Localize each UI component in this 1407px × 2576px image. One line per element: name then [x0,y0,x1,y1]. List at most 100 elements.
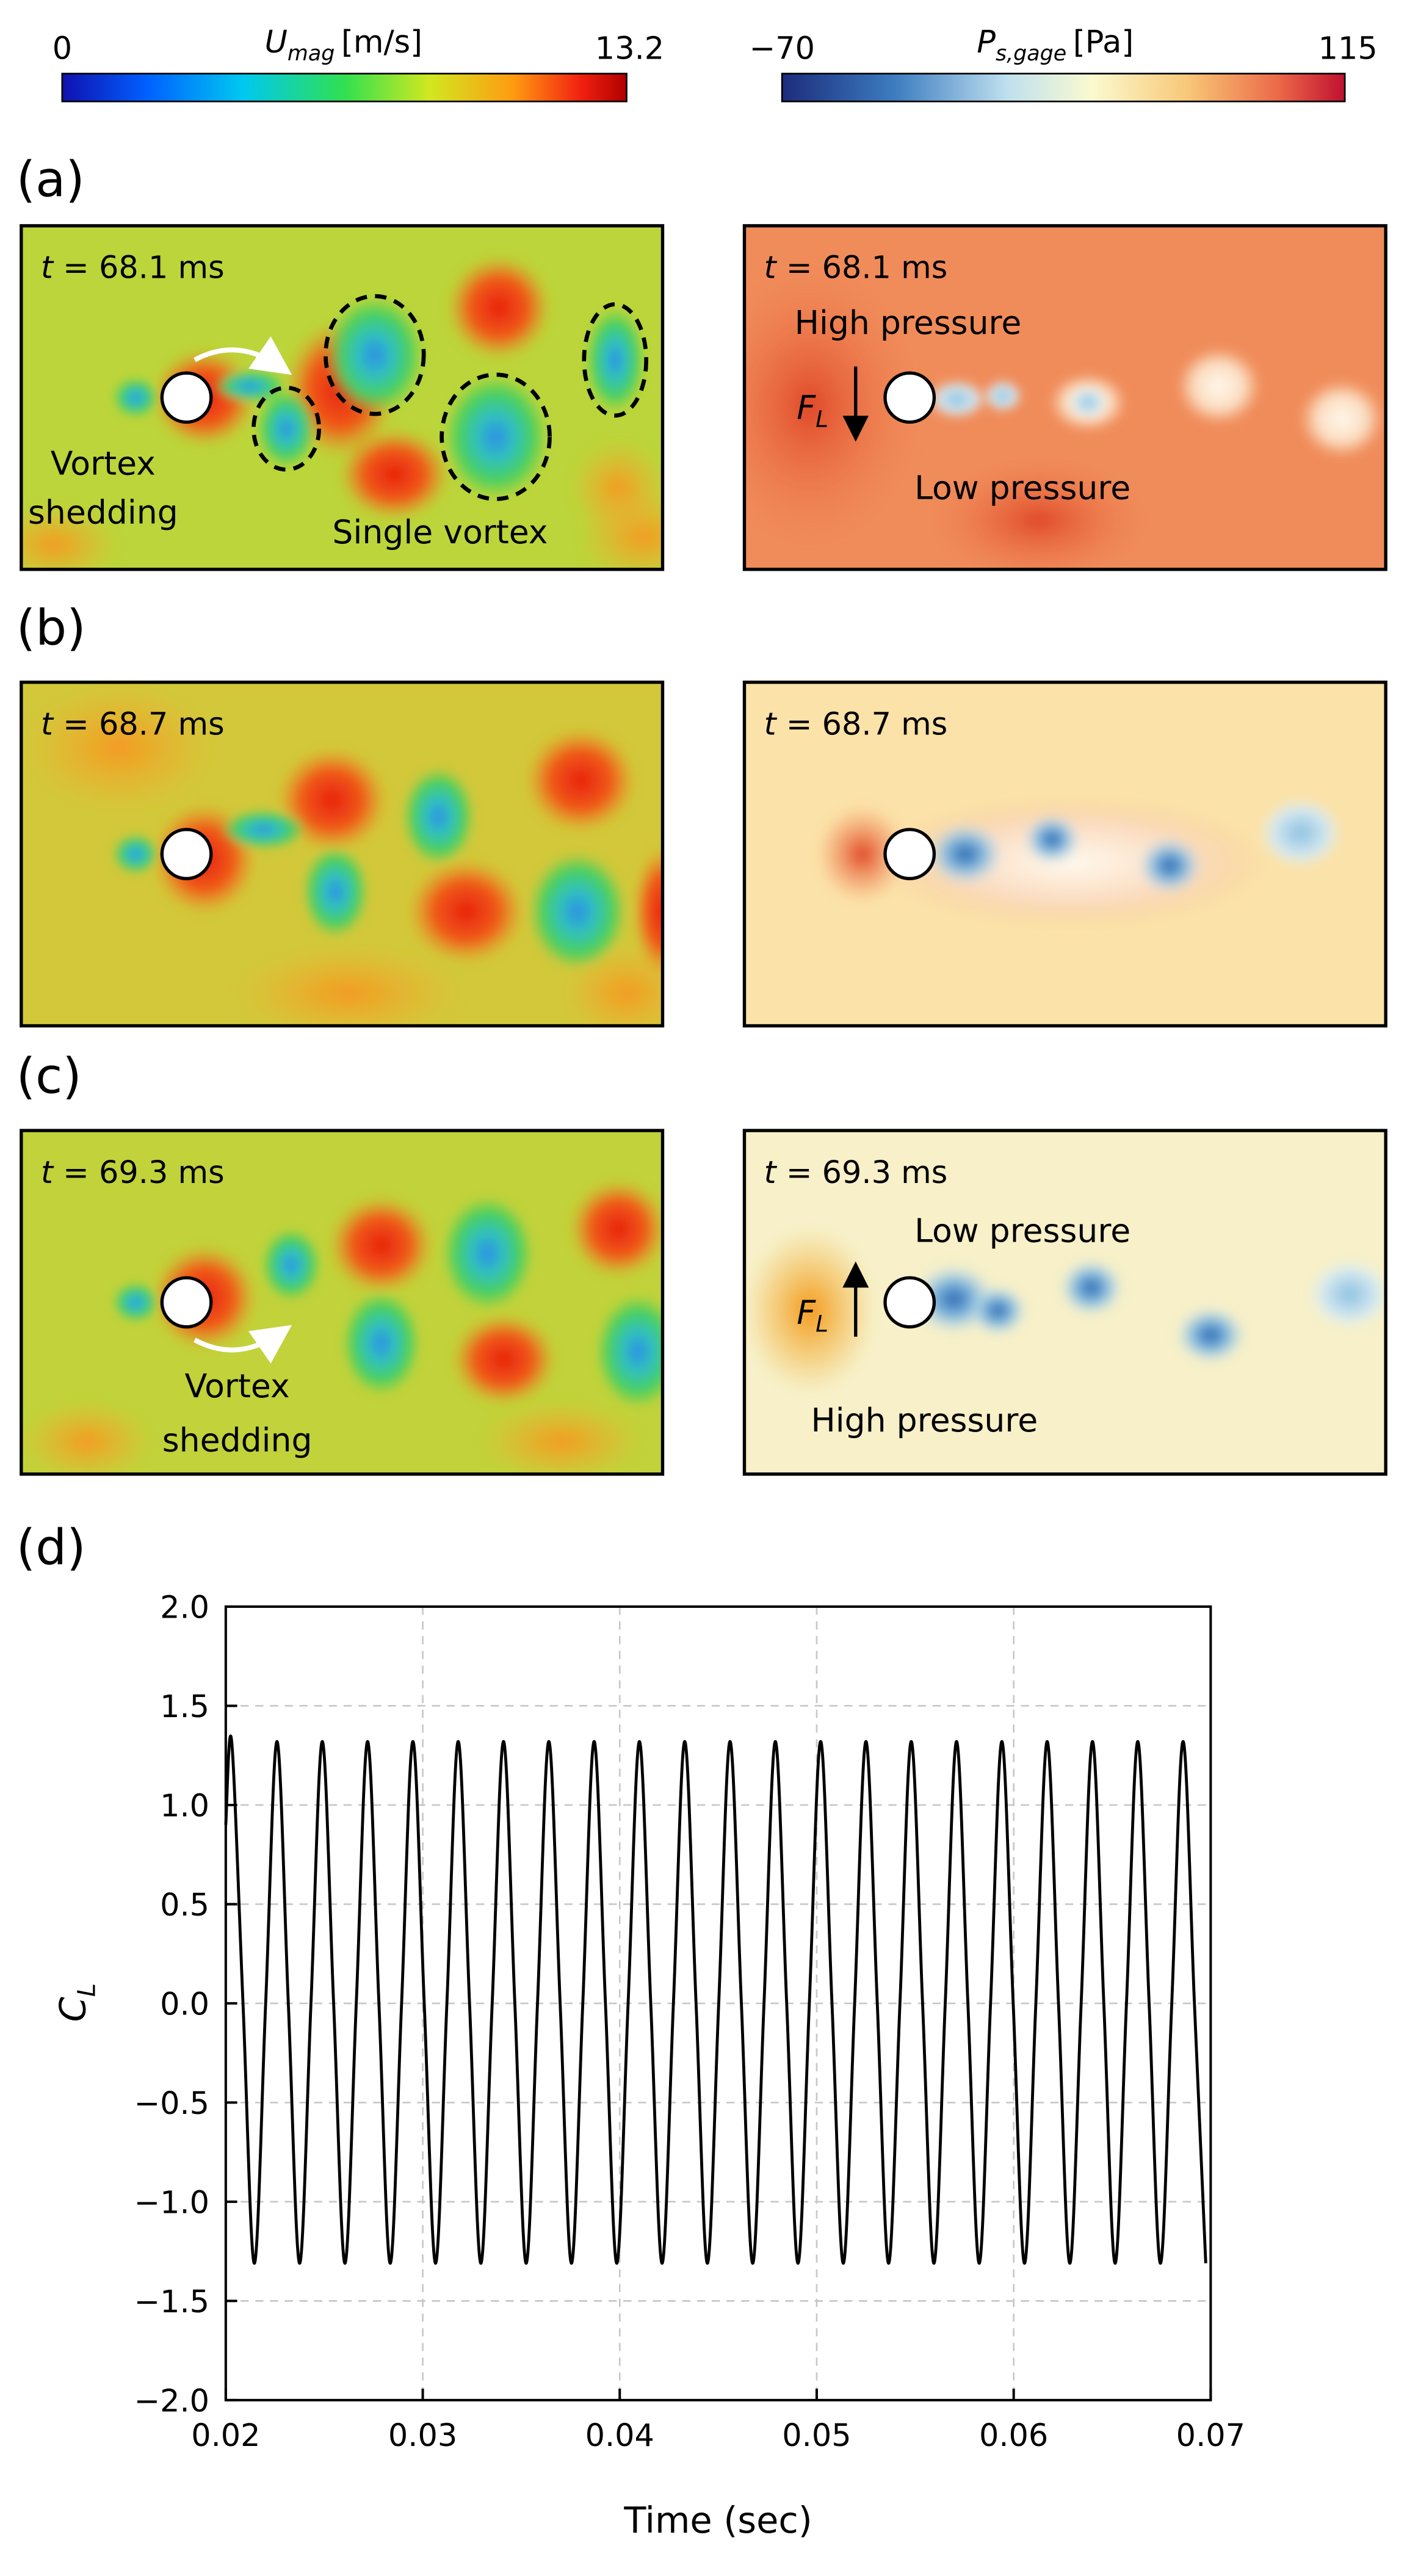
vortex-outline [251,385,321,472]
time: = 68.1 ms [63,250,224,286]
plot-frame [224,1605,1212,2401]
time: = 68.7 ms [786,706,947,742]
annotation: Low pressure [914,468,1130,507]
symbol: P [977,24,996,60]
colorbar-pressure: Ps,gage [Pa] −70 115 [750,24,1378,103]
y-tick-label: −0.5 [134,2086,209,2122]
symbol: F [797,388,816,427]
annotation: High pressure [811,1401,1038,1439]
contour-blob [220,809,306,850]
panel-frame [20,680,665,1028]
pressure-field [742,1129,1387,1476]
symbol: t [41,1155,54,1191]
contour-blob [112,378,159,418]
field-image [21,682,663,1026]
time-label: t = 69.3 ms [41,1155,225,1191]
contour-blob [441,1196,534,1311]
colorbar-scale [781,73,1346,103]
contour-blob [633,845,663,977]
annotation: Vortex [185,1367,290,1405]
force-label: FL [797,388,828,432]
contour-blob [926,821,1005,887]
contour-blob [924,455,1154,570]
shedding-arrow [194,336,292,375]
panel-label: (d) [16,1518,86,1576]
y-tick-label: 0.5 [160,1887,209,1923]
contour-blob [256,389,316,468]
contour-blob [1299,379,1384,458]
contour-blob [983,379,1023,413]
y-tick-label: −1.5 [134,2284,209,2320]
contour-blob [325,296,424,414]
symbol: t [41,250,54,286]
velocity-overlay: t = 68.7 ms [41,706,225,742]
contour-blob [525,728,637,833]
field-image [744,225,1386,570]
contour-blob [443,374,548,499]
contour-blob [407,859,526,964]
vortex-outline [582,302,649,418]
subscript: mag [288,42,335,66]
vortex-outline [324,294,426,416]
panel-label: (b) [16,599,86,656]
velocity-field [20,680,665,1028]
contour-blob [744,258,925,553]
pressure-overlay: t = 68.1 ms High pressure Low pressure F… [764,250,1131,507]
colorbar-title: Umag [m/s] [265,24,422,66]
colorbar-scale [61,73,628,103]
symbol: t [764,1155,778,1191]
subscript: s,gage [996,42,1066,66]
contour-blob [595,1294,663,1409]
panel-frame [20,224,665,571]
time-label: t = 68.1 ms [41,250,225,286]
x-axis-title: Time (sec) [623,2499,812,2541]
field-image [21,225,663,570]
cylinder [883,371,936,424]
contour-blob [342,1290,421,1396]
pressure-field [742,680,1387,1028]
time: = 69.3 ms [786,1155,947,1191]
panel-frame [742,224,1387,571]
cylinder [160,828,213,880]
pressure-overlay: t = 68.7 ms [764,706,948,742]
symbol: t [764,706,778,742]
annotation: Single vortex [332,513,548,551]
contour-blob [968,1284,1028,1337]
contour-blob [1176,347,1262,425]
subscript: L [816,406,828,433]
annotation: Low pressure [914,1211,1130,1250]
contour-blob [479,1400,643,1474]
contour-blob [569,438,663,537]
field-contours [744,258,1384,570]
data-line [224,1734,1207,2265]
colorbar-max: 13.2 [595,31,664,67]
subscript: L [73,1983,101,1997]
velocity-field [20,224,665,571]
contour-blob [328,1196,434,1295]
field-contours [21,255,663,570]
x-tick-label: 0.02 [191,2418,260,2454]
field-contours [816,797,1344,928]
annotation: shedding [28,493,178,532]
contour-blob [402,767,475,866]
symbol: t [764,250,778,286]
y-tick-label: 1.5 [160,1689,209,1725]
contour-blob [528,852,627,971]
contour-blob [585,307,645,413]
colorbar-min: 0 [52,31,72,67]
contour-blob [21,1400,153,1474]
contour-blob [214,369,287,403]
panel-label: (c) [16,1047,82,1104]
contour-blob [451,1314,557,1406]
colorbar-velocity: Umag [m/s] 0 13.2 [52,24,664,103]
annotation: shedding [162,1420,313,1459]
panel-frame [742,1129,1387,1476]
annotation: High pressure [795,303,1022,342]
panel-label: (a) [16,151,85,208]
unit: [m/s] [341,24,422,60]
subscript: L [816,1311,828,1337]
symbol: C [51,1997,93,2022]
cylinder [883,828,936,880]
symbol: F [797,1293,816,1331]
x-tick-label: 0.05 [782,2418,851,2454]
